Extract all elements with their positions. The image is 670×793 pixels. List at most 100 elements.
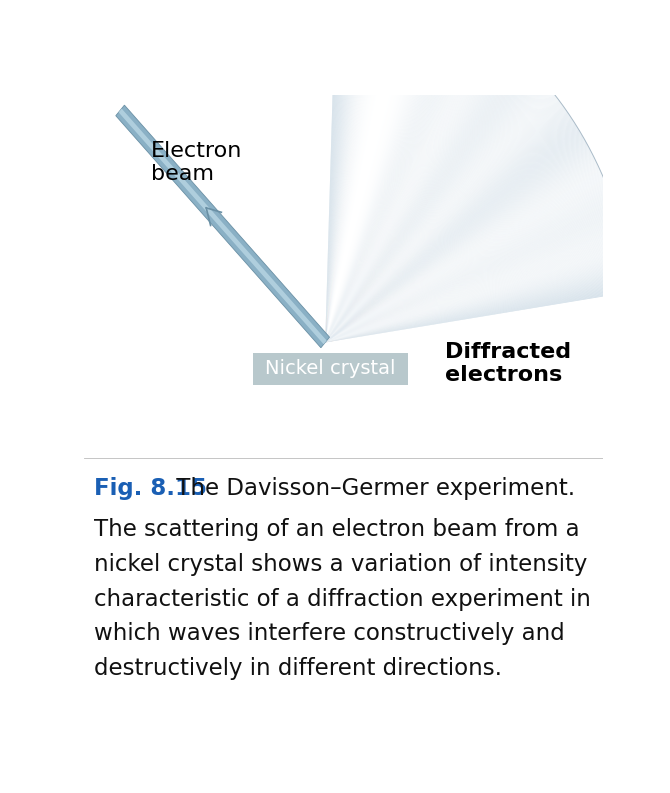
Wedge shape [325,70,534,343]
Wedge shape [325,0,433,343]
Wedge shape [325,13,462,343]
Wedge shape [325,33,492,343]
Wedge shape [325,143,587,343]
Wedge shape [325,152,592,343]
Wedge shape [325,106,563,343]
Wedge shape [325,130,580,343]
Wedge shape [325,0,351,343]
Wedge shape [325,16,466,343]
Wedge shape [325,0,359,343]
Wedge shape [325,0,432,343]
Wedge shape [325,162,597,343]
Wedge shape [325,285,633,343]
Wedge shape [325,115,570,343]
Wedge shape [325,174,602,343]
Wedge shape [325,67,532,343]
Wedge shape [325,86,548,343]
Wedge shape [325,0,381,343]
Wedge shape [325,0,421,343]
Wedge shape [325,282,632,343]
Wedge shape [325,171,601,343]
Wedge shape [325,84,547,343]
Wedge shape [325,0,373,343]
Wedge shape [325,132,580,343]
Wedge shape [325,236,623,343]
Wedge shape [325,75,539,343]
Wedge shape [325,78,541,343]
Wedge shape [325,0,411,343]
Wedge shape [325,77,540,343]
Wedge shape [325,228,622,343]
Wedge shape [325,0,417,343]
Wedge shape [325,0,364,343]
Wedge shape [325,80,543,343]
Wedge shape [325,65,529,343]
Wedge shape [325,0,387,343]
Wedge shape [325,0,425,343]
Wedge shape [325,46,509,343]
Wedge shape [325,190,608,343]
Polygon shape [119,109,327,344]
Wedge shape [325,197,611,343]
Wedge shape [325,0,360,343]
Wedge shape [325,159,595,343]
Wedge shape [325,157,594,343]
Wedge shape [325,37,498,343]
Wedge shape [325,272,631,343]
Wedge shape [325,128,578,343]
Wedge shape [325,111,567,343]
Wedge shape [325,205,614,343]
Wedge shape [325,208,615,343]
Wedge shape [325,0,423,343]
Wedge shape [325,139,584,343]
Wedge shape [325,136,584,343]
Wedge shape [325,167,599,343]
Wedge shape [325,238,624,343]
Wedge shape [325,0,399,343]
Wedge shape [325,40,502,343]
Wedge shape [325,228,621,343]
Wedge shape [325,209,615,343]
Wedge shape [325,0,381,343]
Wedge shape [325,0,365,343]
Wedge shape [325,0,413,343]
Wedge shape [325,280,632,343]
Wedge shape [325,25,480,343]
Wedge shape [325,59,523,343]
Wedge shape [325,0,397,343]
Wedge shape [325,2,440,343]
Wedge shape [325,83,546,343]
Wedge shape [325,92,553,343]
Wedge shape [325,114,570,343]
Wedge shape [325,0,436,343]
Text: Nickel crystal: Nickel crystal [265,359,396,378]
Wedge shape [325,32,491,343]
Wedge shape [325,6,449,343]
Wedge shape [325,117,571,343]
Wedge shape [325,0,356,343]
Wedge shape [325,193,610,343]
Wedge shape [325,0,352,343]
Wedge shape [325,169,600,343]
Wedge shape [325,43,505,343]
Wedge shape [325,206,614,343]
Wedge shape [325,0,364,343]
Wedge shape [325,0,343,343]
Wedge shape [325,0,430,343]
Wedge shape [325,177,604,343]
Wedge shape [325,22,478,343]
Wedge shape [325,290,634,343]
Wedge shape [325,91,553,343]
Wedge shape [325,224,620,343]
Wedge shape [325,78,541,343]
Wedge shape [325,11,460,343]
Wedge shape [325,94,555,343]
Wedge shape [325,249,626,343]
Wedge shape [325,274,632,343]
Wedge shape [325,0,424,343]
Wedge shape [325,0,387,343]
Wedge shape [325,17,470,343]
Wedge shape [325,3,443,343]
Wedge shape [325,26,483,343]
Wedge shape [325,8,453,343]
